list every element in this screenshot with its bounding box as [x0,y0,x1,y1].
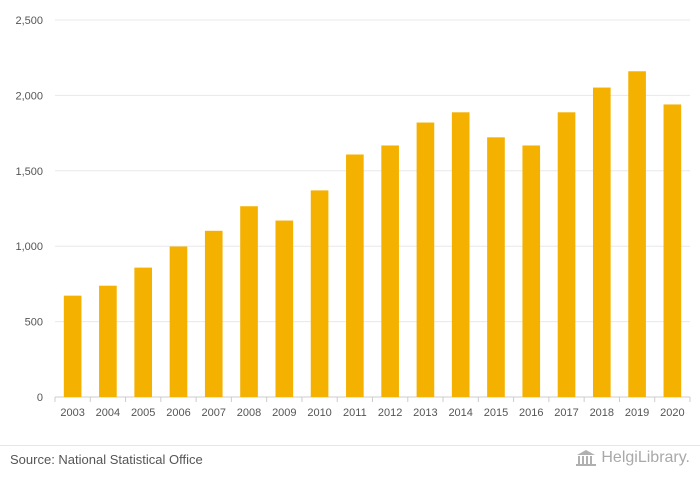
library-building-icon [576,450,597,466]
bar [240,206,258,397]
bar [522,145,541,397]
x-tick-label: 2016 [519,407,543,419]
y-tick-label: 1,500 [15,166,43,178]
x-tick-label: 2020 [660,407,684,419]
bar [451,112,470,397]
bar [310,190,329,397]
x-tick-label: 2012 [378,407,402,419]
y-tick-label: 2,000 [15,90,43,102]
bar [592,87,611,397]
y-tick-label: 500 [25,317,43,329]
bar [416,122,435,397]
x-tick-label: 2004 [96,407,120,419]
x-tick-label: 2011 [343,407,367,419]
bar [204,230,223,397]
bar [381,145,399,397]
x-tick-label: 2015 [484,407,508,419]
x-tick-label: 2009 [272,407,296,419]
bar [63,295,82,397]
bar [557,112,576,397]
bar [275,220,294,397]
x-tick-label: 2018 [590,407,614,419]
y-tick-label: 2,500 [15,15,43,27]
x-tick-label: 2013 [413,407,437,419]
x-tick-label: 2008 [237,407,261,419]
x-tick-label: 2010 [307,407,331,419]
source-note: Source: National Statistical Office [10,452,203,467]
bar [99,285,117,397]
bar [487,137,505,398]
x-tick-label: 2005 [131,407,155,419]
x-tick-label: 2017 [554,407,578,419]
bar [346,154,364,397]
x-tick-label: 2014 [448,407,472,419]
helgi-library-logo[interactable]: HelgiLibrary. [575,449,690,467]
x-tick-label: 2006 [166,407,190,419]
x-tick-label: 2007 [202,407,226,419]
bar [134,267,153,397]
x-tick-label: 2003 [60,407,84,419]
y-tick-label: 0 [37,392,43,404]
footer: Source: National Statistical Office Helg… [0,445,700,484]
bar-chart: 0 500 1,000 1,500 2,000 2,500 2003 2004 2005 2006… [15,15,691,419]
bar [663,104,682,397]
bar [169,246,188,397]
y-tick-label: 1,000 [15,241,43,253]
bar [628,71,646,397]
x-tick-label: 2019 [625,407,649,419]
logo-text: HelgiLibrary. [601,449,690,466]
